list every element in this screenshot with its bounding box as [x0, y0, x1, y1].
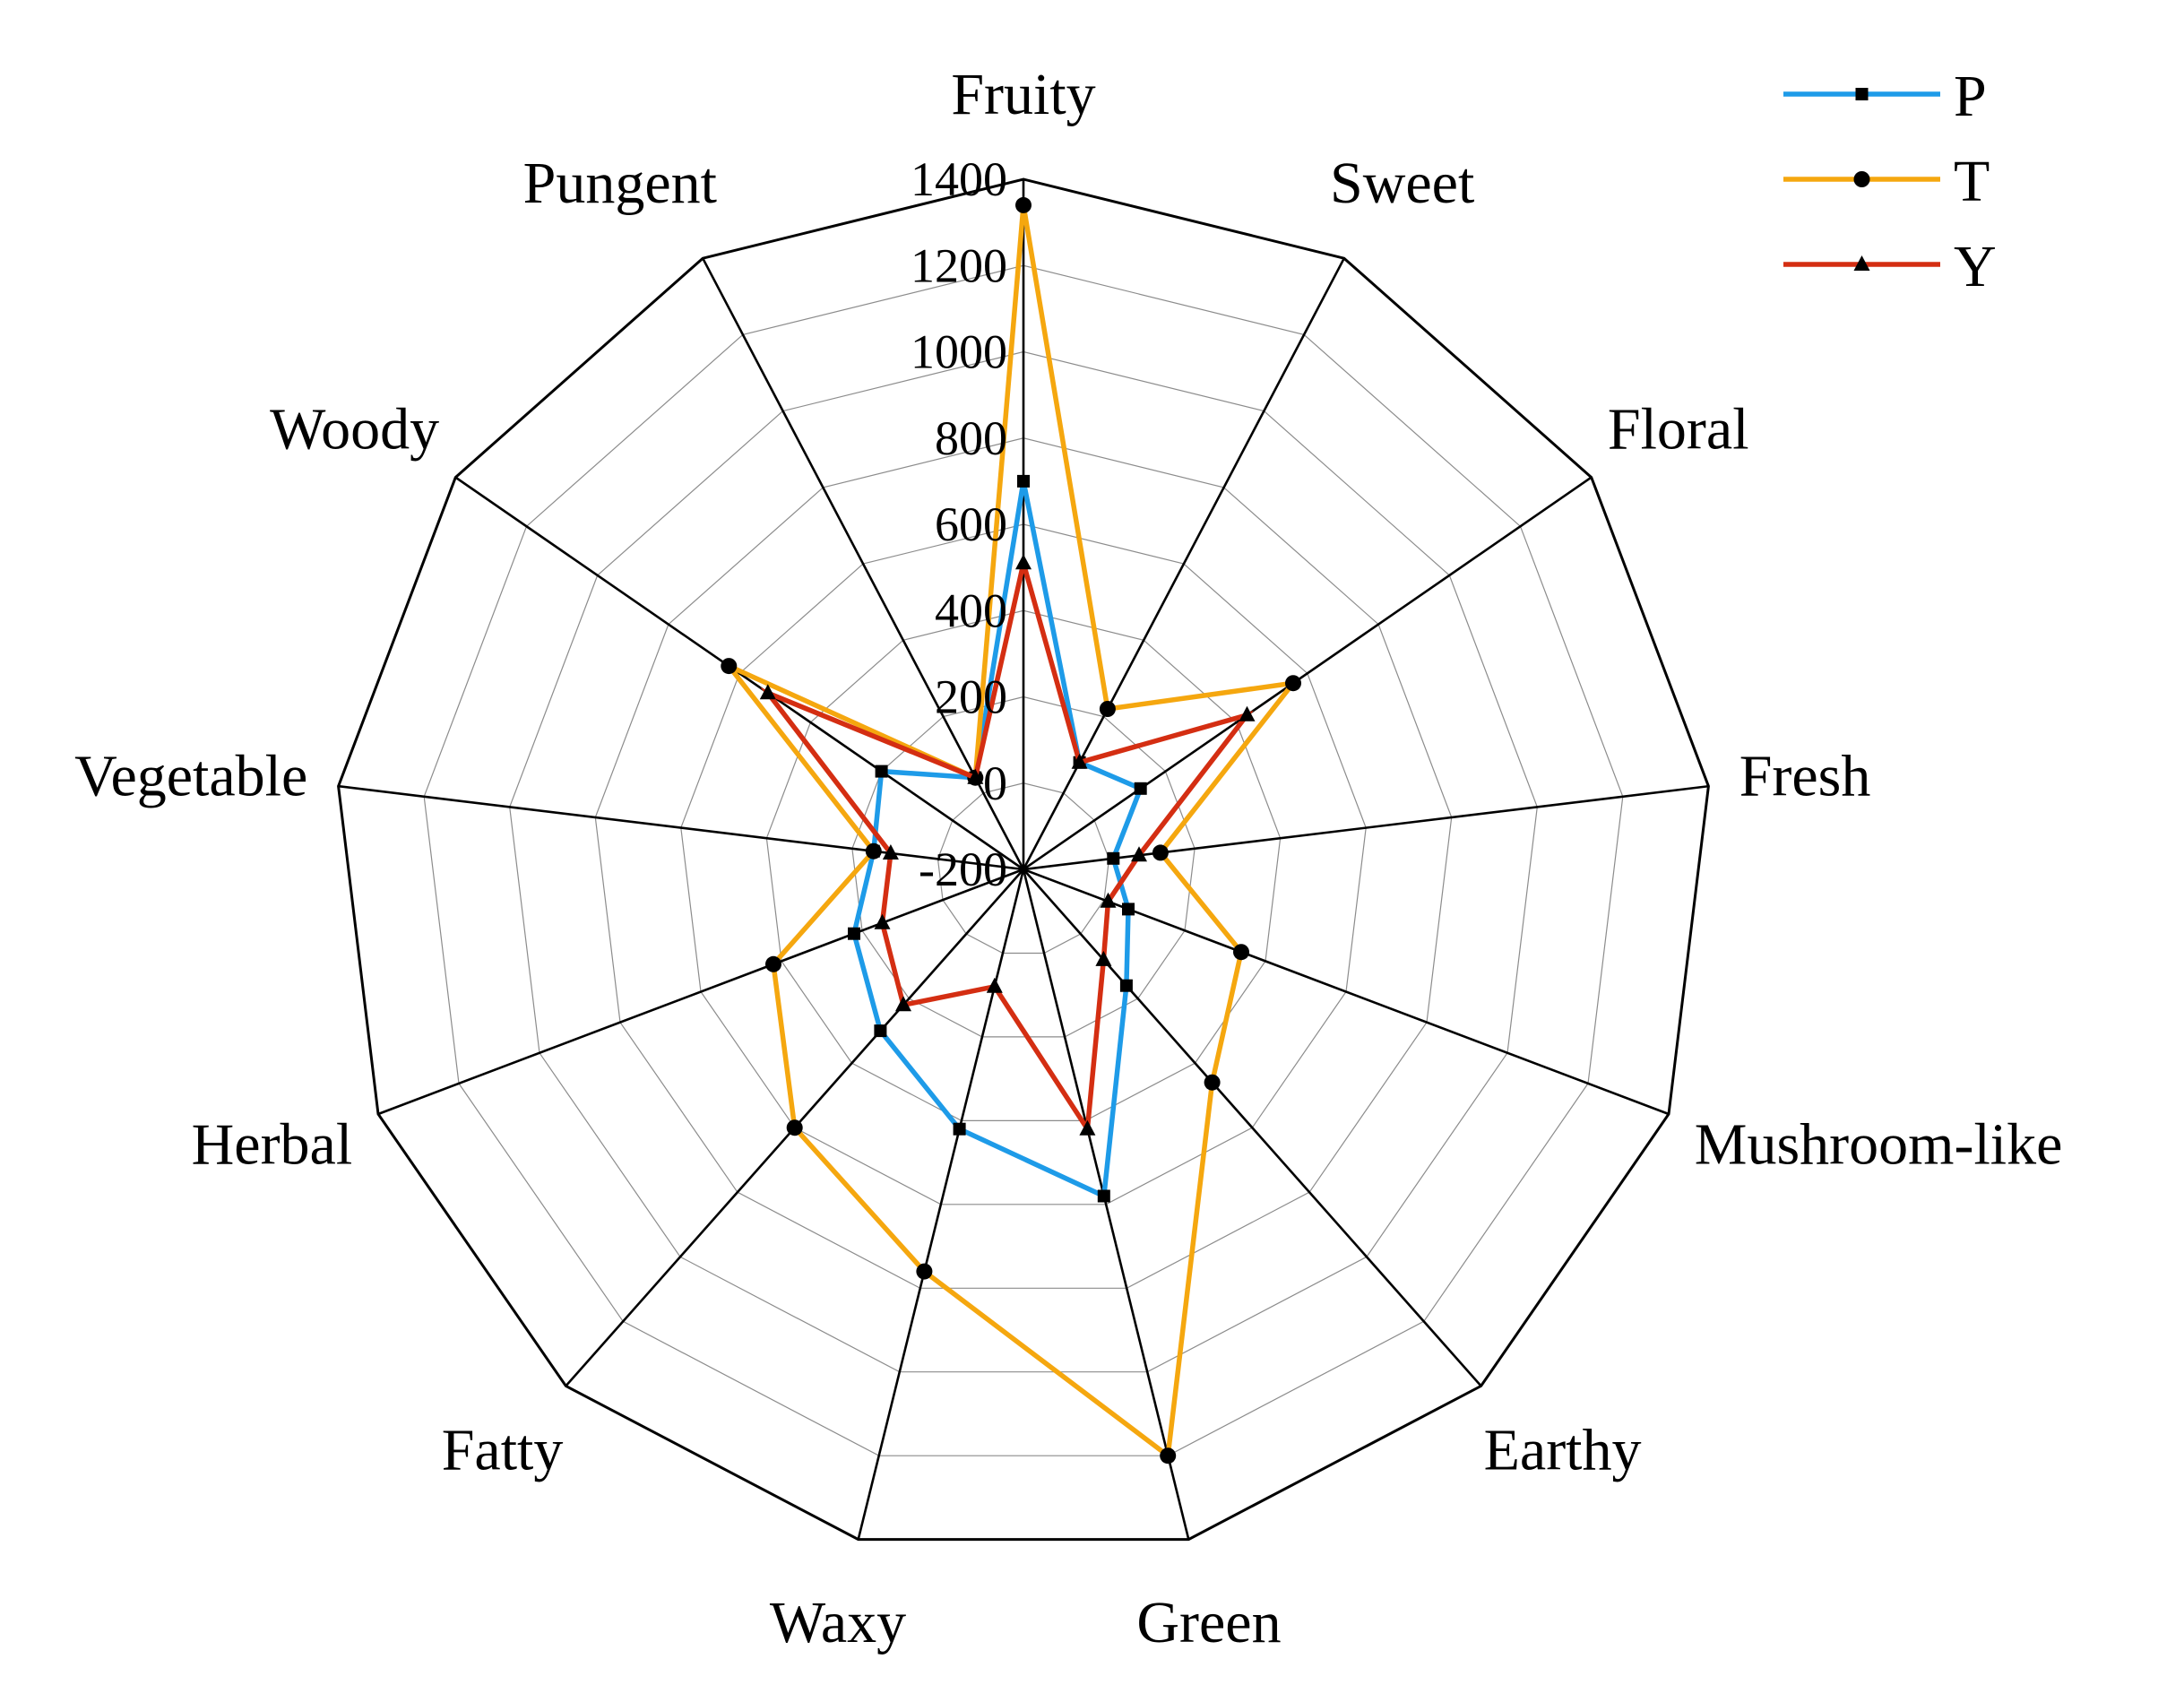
legend-item-y: Y — [1783, 234, 1997, 299]
legend-label-p: P — [1954, 64, 1987, 129]
category-label-fresh: Fresh — [1739, 744, 1871, 809]
point-t-fatty — [786, 1119, 803, 1136]
tick-label-1000: 1000 — [911, 325, 1007, 379]
tick-label-1200: 1200 — [911, 238, 1007, 292]
category-label-fatty: Fatty — [442, 1418, 564, 1483]
point-t-floral — [1285, 675, 1301, 692]
point-p-fresh — [1107, 851, 1120, 865]
category-label-vegetable: Vegetable — [74, 744, 307, 809]
point-y-fresh — [1131, 846, 1147, 862]
point-p-earthy — [1119, 979, 1133, 992]
series-line-y — [760, 562, 1254, 1136]
grid-ring-1000 — [509, 350, 1538, 1373]
legend-label-t: T — [1954, 149, 1990, 214]
category-label-woody: Woody — [270, 397, 439, 462]
radar-spokes — [338, 179, 1709, 1540]
category-labels: Fruity Sweet Floral Fresh Mushroom-like Earth… — [74, 62, 2062, 1655]
legend-marker-t — [1853, 171, 1870, 187]
grid-ring-0 — [937, 782, 1110, 955]
series-line-p — [851, 480, 1144, 1200]
point-t-vegetable — [865, 842, 882, 860]
category-label-green: Green — [1136, 1590, 1281, 1655]
point-t-fresh — [1152, 844, 1169, 861]
series-y — [759, 554, 1256, 1136]
tick-label-0: 0 — [983, 756, 1007, 810]
point-p-woody — [875, 765, 888, 778]
point-t-waxy — [916, 1263, 933, 1280]
category-label-sweet: Sweet — [1330, 151, 1474, 216]
tick-label-800: 800 — [935, 411, 1007, 465]
series-layer — [721, 196, 1301, 1464]
radial-tick-labels: -200 0 200 400 600 800 1000 1200 1400 — [911, 152, 1007, 896]
category-label-herbal: Herbal — [192, 1112, 353, 1178]
point-y-earthy — [1095, 950, 1112, 966]
point-y-green — [1079, 1119, 1096, 1136]
spoke-floral — [1023, 476, 1593, 871]
point-y-floral — [1239, 705, 1256, 721]
spoke-earthy — [1023, 868, 1482, 1387]
spoke-sweet — [1022, 257, 1345, 870]
point-t-herbal — [765, 955, 781, 972]
tick-label-200: -200 — [919, 842, 1007, 896]
tick-label-200: 200 — [935, 670, 1007, 724]
radar-grid — [337, 177, 1710, 1542]
spoke-vegetable — [338, 784, 1024, 871]
series-t — [721, 196, 1301, 1464]
point-y-fatty — [895, 996, 911, 1012]
category-label-floral: Floral — [1608, 397, 1749, 462]
grid-ring-1200 — [423, 264, 1624, 1456]
category-label-waxy: Waxy — [770, 1590, 906, 1655]
point-t-sweet — [1099, 701, 1116, 717]
legend: PTY — [1783, 64, 1997, 299]
legend-marker-y — [1853, 255, 1870, 271]
point-y-fruity — [1015, 554, 1032, 570]
point-y-herbal — [874, 913, 891, 929]
grid-ring-600 — [680, 523, 1367, 1205]
grid-ring-200 — [851, 695, 1196, 1038]
legend-item-p: P — [1783, 64, 1987, 129]
point-y-sweet — [1071, 753, 1088, 769]
tick-label-400: 400 — [935, 583, 1007, 637]
legend-label-y: Y — [1954, 234, 1997, 299]
point-y-pungent — [967, 768, 984, 784]
legend-item-t: T — [1783, 149, 1990, 214]
point-p-waxy — [953, 1122, 966, 1136]
tick-label-600: 600 — [935, 497, 1007, 551]
spoke-pungent — [702, 257, 1025, 870]
spoke-green — [1022, 868, 1190, 1540]
point-p-fatty — [874, 1024, 887, 1038]
tick-label-1400: 1400 — [911, 152, 1007, 206]
point-t-woody — [721, 658, 738, 675]
legend-marker-p — [1855, 88, 1869, 100]
category-label-earthy: Earthy — [1484, 1418, 1642, 1483]
series-line-t — [727, 204, 1299, 1461]
point-t-fruity — [1015, 196, 1032, 213]
point-p-floral — [1134, 782, 1147, 795]
point-p-green — [1097, 1189, 1110, 1203]
category-label-fruity: Fruity — [951, 62, 1095, 127]
point-y-mushroom-like — [1100, 892, 1117, 908]
point-t-mushroom-like — [1233, 944, 1249, 961]
point-p-mushroom-like — [1122, 903, 1135, 916]
point-y-vegetable — [882, 844, 899, 860]
category-label-mushroom-like: Mushroom-like — [1695, 1112, 2063, 1178]
category-label-pungent: Pungent — [523, 151, 717, 216]
grid-ring-800 — [594, 437, 1453, 1289]
grid-ring-1400 — [337, 177, 1710, 1542]
point-p-herbal — [848, 927, 860, 940]
point-y-waxy — [986, 977, 1003, 993]
point-y-woody — [759, 684, 776, 700]
spoke-herbal — [377, 868, 1024, 1116]
point-t-earthy — [1204, 1074, 1221, 1091]
point-p-fruity — [1017, 474, 1030, 488]
point-t-green — [1160, 1447, 1177, 1464]
